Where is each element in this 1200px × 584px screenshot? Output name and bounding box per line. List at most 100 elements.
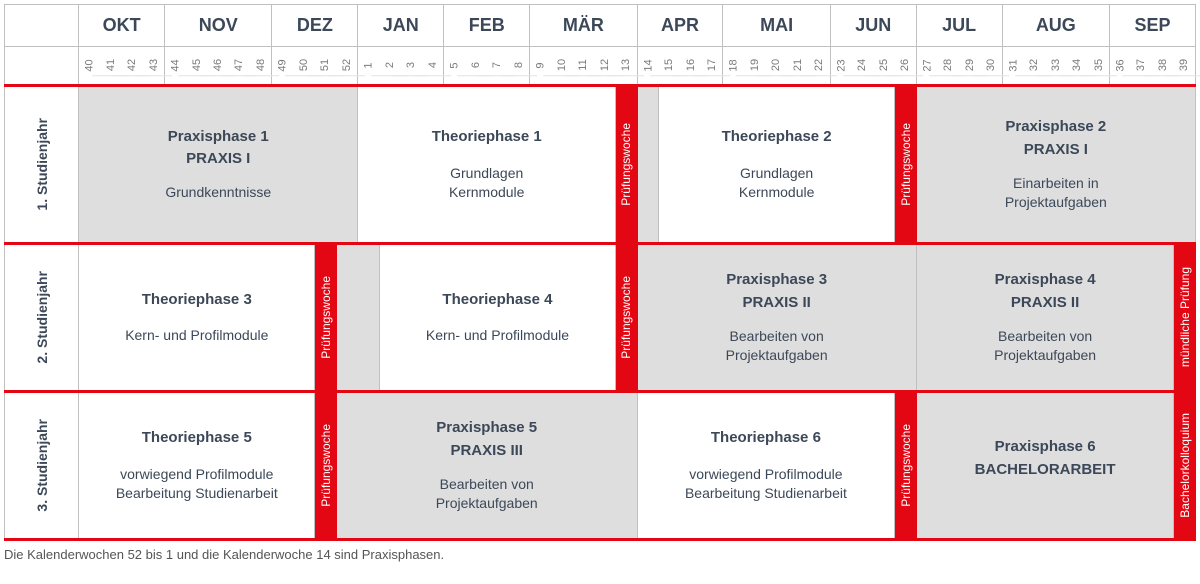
exam-block: mündliche Prüfung — [1174, 245, 1195, 390]
theorie-block: Theoriephase 1 Grundlagen Kernmodule — [358, 87, 616, 242]
exam-block: Prüfungswoche — [315, 245, 336, 390]
month-label: FEB — [469, 15, 505, 36]
month-header: SEP — [1110, 5, 1196, 46]
phase-title: Praxisphase 3 — [726, 270, 827, 290]
phase-desc: Kern- und Profilmodule — [125, 326, 268, 345]
phase-desc: Bearbeiten von Projektaufgaben — [726, 327, 828, 365]
week-group: 3132333435 — [1003, 47, 1110, 84]
phase-subtitle: PRAXIS I — [1024, 140, 1088, 160]
praxis-block: Praxisphase 4 PRAXIS II Bearbeiten von Pro… — [917, 245, 1175, 390]
exam-block: Prüfungswoche — [315, 393, 336, 538]
phase-subtitle: BACHELORARBEIT — [975, 460, 1116, 480]
week-group: 1234 — [358, 47, 444, 84]
week-group: 14151617 — [638, 47, 724, 84]
phase-desc: Grundkenntnisse — [165, 183, 271, 202]
month-label: DEZ — [297, 15, 333, 36]
phase-subtitle: PRAXIS II — [742, 293, 810, 313]
month-label: JUL — [942, 15, 976, 36]
theorie-block: Theoriephase 4 Kern- und Profilmodule — [380, 245, 616, 390]
year-row: 3. Studienjahr Theoriephase 5 vorwiegend P… — [4, 393, 1196, 541]
week-group: 910111213 — [530, 47, 637, 84]
month-label: AUG — [1036, 15, 1076, 36]
phase-title: Theoriephase 6 — [711, 428, 821, 448]
week-group: 5678 — [444, 47, 530, 84]
theorie-block: Theoriephase 5 vorwiegend Profilmodule Be… — [79, 393, 315, 538]
year-label-cell: 3. Studienjahr — [4, 393, 79, 538]
weeks-empty — [4, 47, 79, 84]
phase-title: Praxisphase 4 — [995, 270, 1096, 290]
header-empty — [4, 5, 79, 46]
exam-block: Prüfungswoche — [895, 87, 916, 242]
week-group: 23242526 — [831, 47, 917, 84]
month-header: NOV — [165, 5, 272, 46]
exam-label: Prüfungswoche — [619, 123, 633, 206]
exam-block: Bachelorkolloquium — [1174, 393, 1195, 538]
praxis-block: Praxisphase 6 BACHELORARBEIT — [917, 393, 1175, 538]
year-label: 2. Studienjahr — [34, 265, 50, 370]
exam-block: Prüfungswoche — [895, 393, 916, 538]
week-number: 39 — [1166, 55, 1200, 76]
year-row: 2. Studienjahr Theoriephase 3 Kern- und Pr… — [4, 245, 1196, 393]
phase-desc: Bearbeiten von Projektaufgaben — [994, 327, 1096, 365]
year-label: 1. Studienjahr — [34, 112, 50, 217]
phase-title: Praxisphase 1 — [168, 127, 269, 147]
praxis-block: Praxisphase 5PRAXIS IIIBearbeiten von Pr… — [337, 393, 638, 538]
phase-title: Praxisphase 5 — [436, 418, 537, 438]
praxis-block: Praxisphase 3 PRAXIS II Bearbeiten von Pro… — [638, 245, 917, 390]
year-label: 3. Studienjahr — [34, 413, 50, 518]
phase-title: Theoriephase 4 — [442, 290, 552, 310]
praxis-block: Praxisphase 2PRAXIS IEinarbeiten in Proj… — [917, 87, 1196, 242]
month-label: OKT — [103, 15, 141, 36]
phase-title: Theoriephase 3 — [142, 290, 252, 310]
month-header: JUN — [831, 5, 917, 46]
month-label: APR — [661, 15, 699, 36]
month-label: MAI — [760, 15, 793, 36]
phase-desc: Grundlagen Kernmodule — [739, 164, 815, 202]
week-group: 36373839 — [1110, 47, 1196, 84]
phase-desc: Kern- und Profilmodule — [426, 326, 569, 345]
exam-block: Prüfungswoche — [616, 245, 637, 390]
month-header: DEZ — [272, 5, 358, 46]
month-label: JUN — [855, 15, 891, 36]
phase-desc: vorwiegend Profilmodule Bearbeitung Stud… — [116, 465, 278, 503]
week-group: 4445464748 — [165, 47, 272, 84]
month-header: OKT — [79, 5, 165, 46]
phase-desc: Grundlagen Kernmodule — [449, 164, 525, 202]
exam-label: Bachelorkolloquium — [1178, 413, 1192, 518]
phase-title: Praxisphase 6 — [995, 437, 1096, 457]
exam-label: mündliche Prüfung — [1178, 267, 1192, 367]
phase-title: Theoriephase 2 — [722, 127, 832, 147]
week-group: 40414243 — [79, 47, 165, 84]
exam-label: Prüfungswoche — [319, 276, 333, 359]
theorie-block: Theoriephase 6 vorwiegend Profilmodule Be… — [638, 393, 896, 538]
month-header: JUL — [917, 5, 1003, 46]
footnote: Die Kalenderwochen 52 bis 1 und die Kale… — [4, 547, 1196, 562]
month-header: MÄR — [530, 5, 637, 46]
phase-desc: Bearbeiten von Projektaufgaben — [436, 475, 538, 513]
week-group: 49505152 — [272, 47, 358, 84]
exam-label: Prüfungswoche — [619, 276, 633, 359]
praxis-block — [638, 87, 659, 242]
month-header: JAN — [358, 5, 444, 46]
theorie-block: Theoriephase 3 Kern- und Profilmodule — [79, 245, 315, 390]
phase-desc: Einarbeiten in Projektaufgaben — [1005, 174, 1107, 212]
exam-label: Prüfungswoche — [899, 123, 913, 206]
month-header: APR — [638, 5, 724, 46]
praxis-block: Praxisphase 1PRAXIS IGrundkenntnisse — [79, 87, 358, 242]
month-label: JAN — [383, 15, 419, 36]
exam-label: Prüfungswoche — [899, 424, 913, 507]
weeks-row: 4041424344454647484950515212345678910111… — [4, 47, 1196, 87]
month-header: FEB — [444, 5, 530, 46]
phase-title: Theoriephase 1 — [432, 127, 542, 147]
year-row: 1. StudienjahrPraxisphase 1PRAXIS IGrund… — [4, 87, 1196, 245]
month-header: MAI — [723, 5, 830, 46]
exam-label: Prüfungswoche — [319, 424, 333, 507]
year-label-cell: 2. Studienjahr — [4, 245, 79, 390]
month-label: SEP — [1134, 15, 1170, 36]
theorie-block: Theoriephase 2 Grundlagen Kernmodule — [659, 87, 895, 242]
phase-desc: vorwiegend Profilmodule Bearbeitung Stud… — [685, 465, 847, 503]
year-label-cell: 1. Studienjahr — [4, 87, 79, 242]
phase-subtitle: PRAXIS II — [1011, 293, 1079, 313]
study-plan-chart: OKT NOV DEZ JAN FEB MÄR APR MAI JUN JUL AUG SEP 4041… — [4, 4, 1196, 541]
phase-title: Theoriephase 5 — [142, 428, 252, 448]
